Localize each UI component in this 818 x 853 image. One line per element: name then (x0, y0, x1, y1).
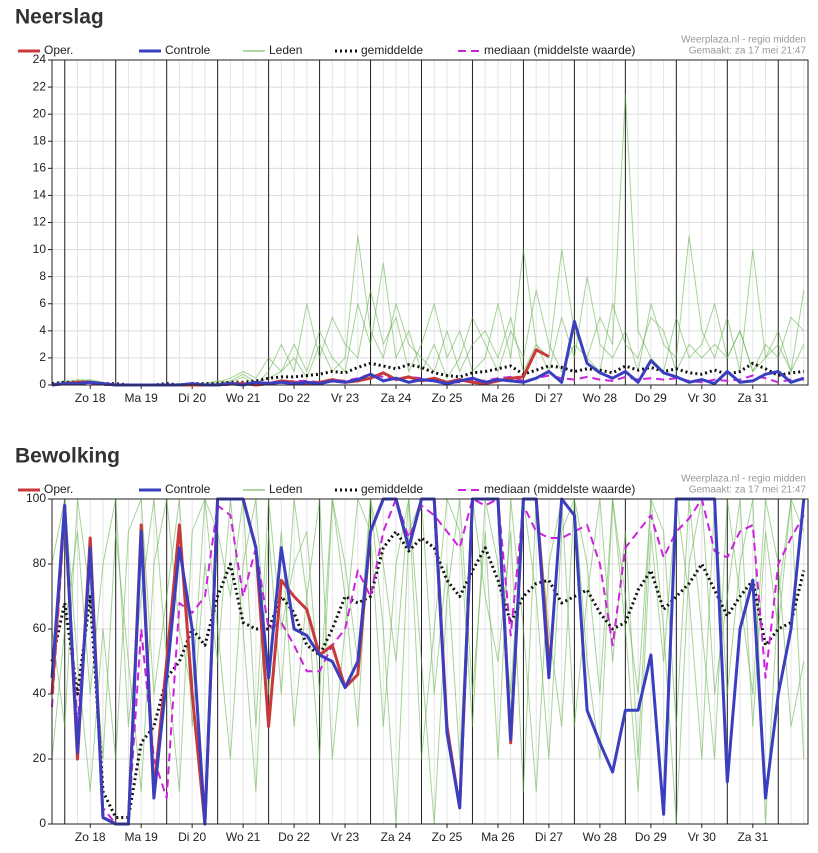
y-tick-label: 18 (33, 133, 47, 147)
x-tick-label: Zo 18 (75, 830, 106, 844)
x-tick-label: Di 20 (178, 830, 206, 844)
source-note: Gemaakt: za 17 mei 21:47 (689, 485, 807, 496)
y-tick-label: 4 (39, 323, 46, 337)
x-tick-label: Ma 26 (481, 391, 515, 405)
x-tick-label: Zo 18 (75, 391, 106, 405)
x-tick-label: Di 27 (535, 391, 563, 405)
y-tick-label: 24 (33, 52, 47, 66)
x-tick-label: Di 27 (535, 830, 563, 844)
x-tick-label: Wo 21 (226, 391, 261, 405)
legend-label: gemiddelde (361, 43, 423, 57)
x-tick-label: Do 29 (635, 391, 667, 405)
member-line (51, 498, 805, 792)
member-line (51, 498, 805, 825)
series-line (51, 498, 805, 825)
x-tick-label: Za 31 (737, 830, 768, 844)
y-tick-label: 16 (33, 161, 47, 175)
series-line (50, 530, 806, 819)
x-tick-label: Wo 21 (226, 830, 261, 844)
x-tick-label: Zo 25 (432, 830, 463, 844)
legend-label: Leden (269, 482, 302, 496)
chart-title: Neerslag (15, 6, 104, 29)
member-line (51, 498, 805, 825)
y-tick-label: 8 (39, 269, 46, 283)
chart-title: Bewolking (15, 445, 120, 468)
x-tick-label: Vr 30 (688, 830, 717, 844)
legend-label: Oper. (44, 43, 73, 57)
y-tick-label: 10 (33, 242, 47, 256)
x-tick-label: Vr 23 (331, 391, 360, 405)
x-tick-label: Do 22 (278, 391, 310, 405)
x-tick-label: Wo 28 (583, 391, 618, 405)
x-tick-label: Ma 19 (125, 830, 159, 844)
x-tick-label: Vr 23 (331, 830, 360, 844)
y-tick-label: 0 (39, 816, 46, 830)
legend-label: gemiddelde (361, 482, 423, 496)
member-line (51, 235, 805, 386)
source-note: Weerplaza.nl - regio midden (681, 35, 806, 46)
y-tick-label: 22 (33, 79, 47, 93)
y-tick-label: 40 (33, 686, 47, 700)
member-line (51, 93, 805, 386)
legend-label: Leden (269, 43, 302, 57)
member-line (51, 235, 805, 386)
legend-label: Controle (165, 482, 211, 496)
y-tick-label: 0 (39, 377, 46, 391)
y-tick-label: 100 (26, 491, 46, 505)
y-tick-label: 12 (33, 215, 47, 229)
legend-label: mediaan (middelste waarde) (484, 43, 635, 57)
series-line (50, 497, 806, 826)
y-tick-label: 2 (39, 350, 46, 364)
y-tick-label: 14 (33, 188, 47, 202)
x-tick-label: Ma 26 (481, 830, 515, 844)
y-tick-label: 80 (33, 556, 47, 570)
plot-frame (51, 498, 809, 825)
x-tick-label: Wo 28 (583, 830, 618, 844)
legend-label: Controle (165, 43, 211, 57)
x-tick-label: Za 31 (737, 391, 768, 405)
x-tick-label: Za 24 (381, 391, 412, 405)
y-tick-label: 20 (33, 106, 47, 120)
plot-frame (51, 59, 809, 386)
legend-label: Oper. (44, 482, 73, 496)
x-tick-label: Ma 19 (125, 391, 159, 405)
x-tick-label: Za 24 (381, 830, 412, 844)
x-tick-label: Do 22 (278, 830, 310, 844)
y-tick-label: 20 (33, 751, 47, 765)
source-note: Weerplaza.nl - regio midden (681, 474, 806, 485)
x-tick-label: Di 20 (178, 391, 206, 405)
y-tick-label: 60 (33, 621, 47, 635)
y-tick-label: 6 (39, 296, 46, 310)
x-tick-label: Vr 30 (688, 391, 717, 405)
x-tick-label: Zo 25 (432, 391, 463, 405)
source-note: Gemaakt: za 17 mei 21:47 (689, 46, 807, 57)
legend-label: mediaan (middelste waarde) (484, 482, 635, 496)
x-tick-label: Do 29 (635, 830, 667, 844)
